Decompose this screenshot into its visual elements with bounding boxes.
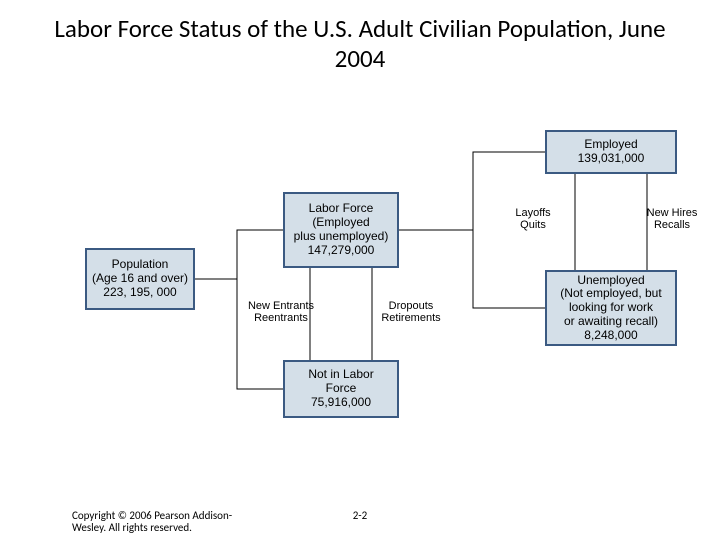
node-employed: Employed139,031,000 — [545, 130, 677, 174]
node-text: 8,248,000 — [584, 329, 637, 343]
node-text: Labor Force — [309, 202, 374, 216]
node-text: Force — [326, 382, 357, 396]
labor-force-diagram: Population(Age 16 and over)223, 195, 000… — [85, 130, 705, 440]
node-text: 147,279,000 — [308, 244, 375, 258]
edge-label-text: Quits — [505, 219, 561, 231]
node-text: plus unemployed) — [294, 230, 389, 244]
page-number: 2-2 — [0, 509, 720, 522]
node-text: Population — [112, 258, 169, 272]
edge-label-layoffs: LayoffsQuits — [505, 207, 561, 231]
node-text: Unemployed — [577, 274, 644, 288]
node-text: or awaiting recall) — [564, 315, 658, 329]
node-laborforce: Labor Force(Employedplus unemployed)147,… — [283, 192, 399, 268]
node-text: looking for work — [569, 301, 653, 315]
node-text: Not in Labor — [308, 368, 373, 382]
node-unemployed: Unemployed(Not employed, butlooking for … — [545, 270, 677, 346]
edge-label-text: Layoffs — [505, 207, 561, 219]
page-title: Labor Force Status of the U.S. Adult Civ… — [0, 0, 720, 74]
connector — [399, 230, 545, 308]
node-text: 75,916,000 — [311, 396, 371, 410]
edge-label-text: New Entrants — [243, 300, 319, 312]
edge-label-text: Retirements — [371, 312, 451, 324]
edge-label-text: Recalls — [637, 219, 707, 231]
connector — [195, 279, 283, 389]
node-text: (Not employed, but — [560, 287, 661, 301]
edge-label-text: Reentrants — [243, 312, 319, 324]
edge-label-new-entrants: New EntrantsReentrants — [243, 300, 319, 324]
node-text: (Employed — [312, 216, 369, 230]
node-text: (Age 16 and over) — [92, 272, 188, 286]
node-text: Employed — [584, 138, 637, 152]
edge-label-text: New Hires — [637, 207, 707, 219]
edge-label-dropouts: DropoutsRetirements — [371, 300, 451, 324]
node-text: 223, 195, 000 — [103, 286, 176, 300]
edge-label-newhires: New HiresRecalls — [637, 207, 707, 231]
node-population: Population(Age 16 and over)223, 195, 000 — [85, 248, 195, 310]
edge-label-text: Dropouts — [371, 300, 451, 312]
node-notinlf: Not in LaborForce75,916,000 — [283, 360, 399, 418]
node-text: 139,031,000 — [578, 152, 645, 166]
connector — [195, 230, 283, 279]
